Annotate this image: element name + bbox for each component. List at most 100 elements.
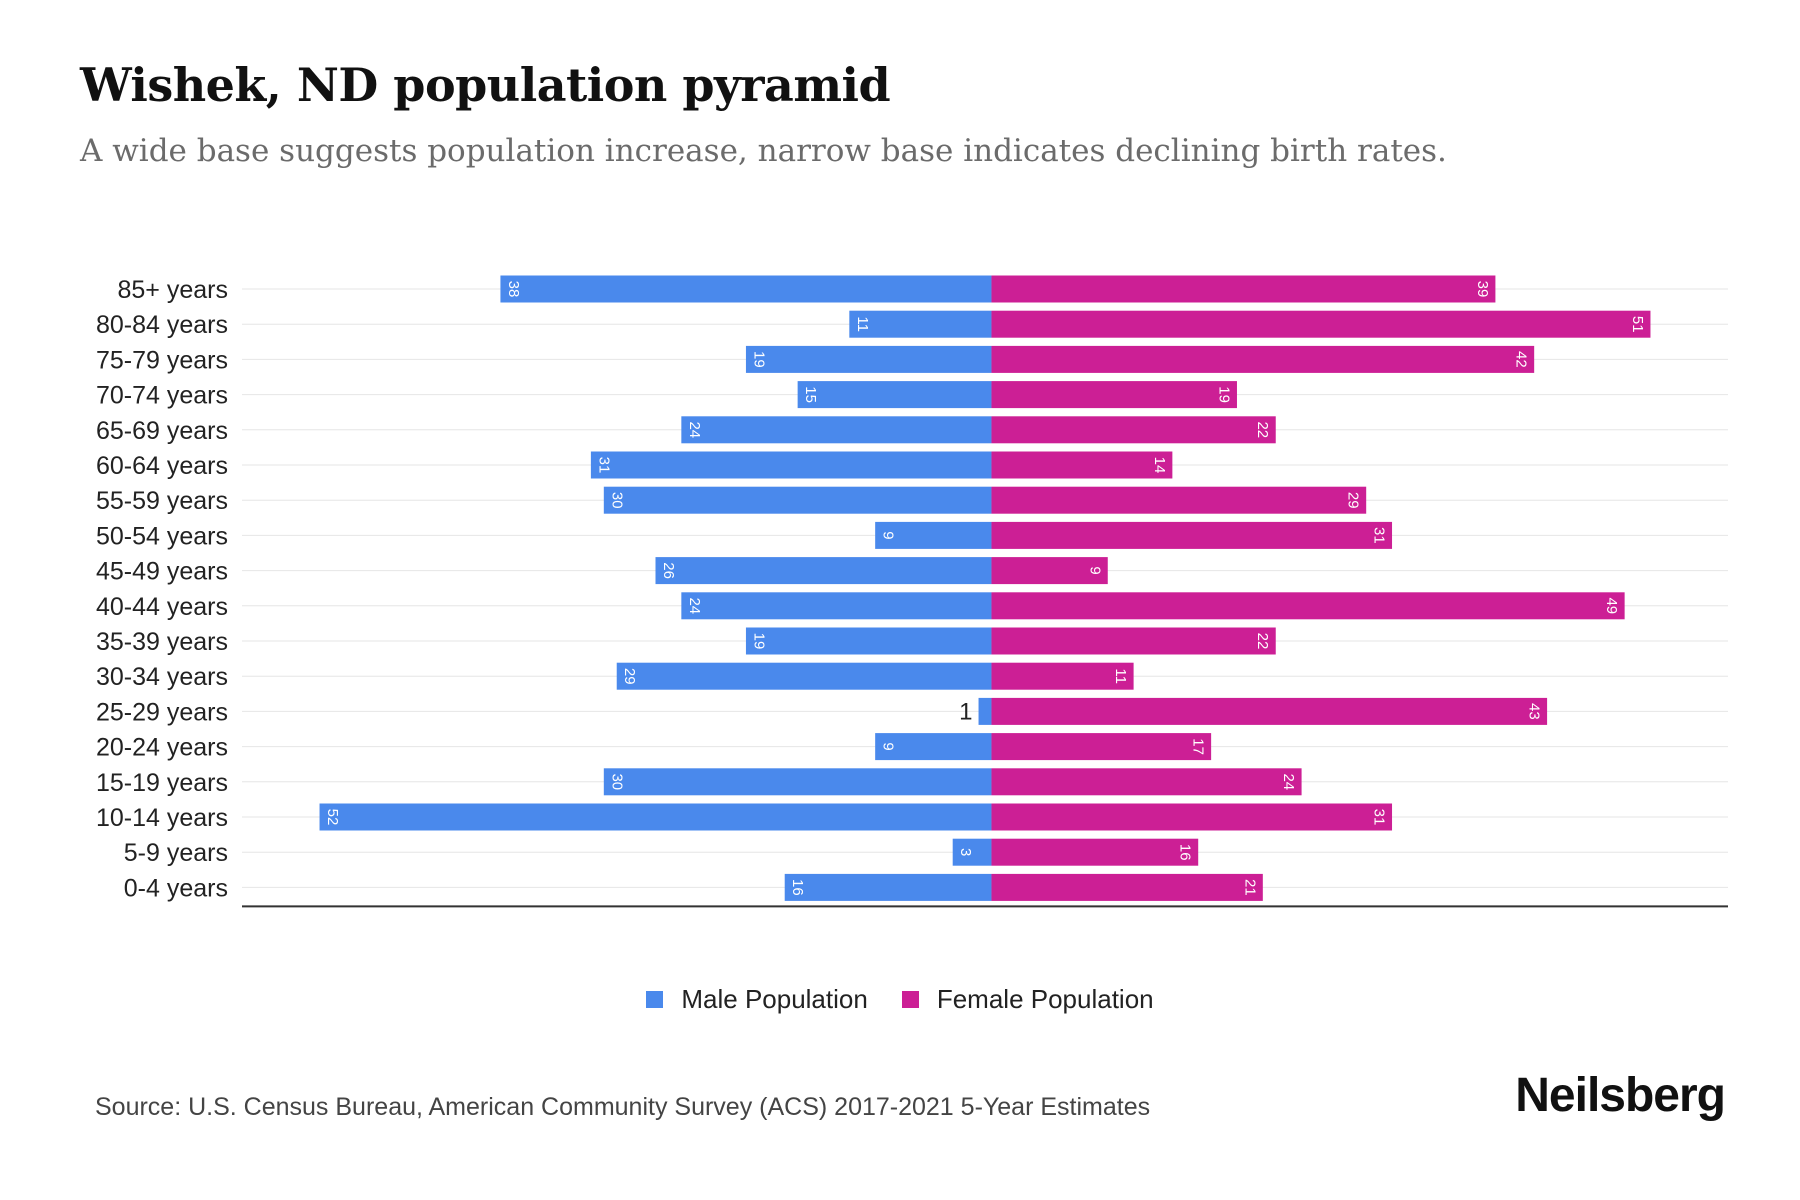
male-value-label: 3 xyxy=(957,848,974,856)
female-bar xyxy=(991,486,1367,514)
legend-male-label: Male Population xyxy=(681,984,868,1014)
female-value-label: 39 xyxy=(1474,281,1491,298)
category-label: 10-14 years xyxy=(96,804,228,832)
male-bar xyxy=(319,803,992,831)
male-value-label: 19 xyxy=(750,633,767,650)
female-bar xyxy=(991,627,1276,655)
male-value-label: 9 xyxy=(880,742,897,750)
female-value-label: 22 xyxy=(1254,633,1271,650)
female-value-label: 19 xyxy=(1215,386,1232,403)
female-bar xyxy=(991,416,1276,444)
male-bar xyxy=(500,275,992,303)
male-value-label: 24 xyxy=(686,421,703,438)
chart-subtitle: A wide base suggests population increase… xyxy=(80,133,1447,169)
female-bar xyxy=(991,521,1393,549)
female-bar xyxy=(991,662,1134,690)
legend-item-female[interactable]: Female Population xyxy=(901,984,1154,1015)
male-value-label: 29 xyxy=(621,668,638,685)
female-value-label: 31 xyxy=(1371,809,1388,826)
female-value-label: 14 xyxy=(1151,457,1168,474)
category-label: 50-54 years xyxy=(96,522,228,550)
male-value-label: 15 xyxy=(802,386,819,403)
brand-logo: Neilsberg xyxy=(1515,1069,1726,1122)
female-bar xyxy=(991,697,1548,725)
category-label: 0-4 years xyxy=(124,874,228,902)
male-value-label: 26 xyxy=(660,562,677,579)
female-value-label: 9 xyxy=(1086,566,1103,574)
category-label: 15-19 years xyxy=(96,769,228,797)
chart-title: Wishek, ND population pyramid xyxy=(80,58,891,112)
male-bar xyxy=(745,627,992,655)
male-bar xyxy=(603,768,992,796)
male-bar xyxy=(797,381,992,409)
male-value-label: 52 xyxy=(324,809,341,826)
male-bar xyxy=(849,310,992,338)
category-label: 45-49 years xyxy=(96,558,228,586)
male-value-label: 30 xyxy=(608,492,625,509)
category-label: 35-39 years xyxy=(96,628,228,656)
female-bar xyxy=(991,310,1651,338)
female-bar xyxy=(991,768,1302,796)
female-value-label: 29 xyxy=(1345,492,1362,509)
category-label: 30-34 years xyxy=(96,663,228,691)
category-label: 70-74 years xyxy=(96,382,228,410)
category-label: 20-24 years xyxy=(96,734,228,762)
male-value-label: 19 xyxy=(750,351,767,368)
female-bar xyxy=(991,557,1108,585)
male-value-label: 31 xyxy=(595,457,612,474)
category-label: 65-69 years xyxy=(96,417,228,445)
female-bar xyxy=(991,381,1237,409)
male-value-label: 38 xyxy=(505,281,522,298)
female-value-label: 17 xyxy=(1190,738,1207,755)
male-bar xyxy=(952,838,992,866)
female-bar xyxy=(991,275,1496,303)
male-bar xyxy=(745,345,992,373)
male-value-label: 1 xyxy=(959,698,972,725)
legend-female-label: Female Population xyxy=(936,984,1154,1014)
male-bar xyxy=(784,873,992,901)
category-label: 40-44 years xyxy=(96,593,228,621)
male-bar xyxy=(875,521,992,549)
male-value-label: 24 xyxy=(686,597,703,614)
female-value-label: 42 xyxy=(1513,351,1530,368)
male-value-label: 11 xyxy=(854,316,871,332)
female-bar xyxy=(991,733,1212,761)
male-value-label: 9 xyxy=(880,531,897,539)
category-label: 5-9 years xyxy=(124,839,228,867)
category-label: 25-29 years xyxy=(96,698,228,726)
male-bar xyxy=(655,557,992,585)
category-label: 75-79 years xyxy=(96,346,228,374)
male-bar xyxy=(603,486,992,514)
female-value-label: 31 xyxy=(1371,527,1388,544)
male-bar xyxy=(681,592,992,620)
category-label: 55-59 years xyxy=(96,487,228,515)
female-value-label: 49 xyxy=(1603,597,1620,614)
male-bar xyxy=(681,416,992,444)
female-value-label: 51 xyxy=(1629,316,1646,333)
female-value-label: 43 xyxy=(1526,703,1543,720)
female-bar xyxy=(991,345,1535,373)
female-bar xyxy=(991,838,1199,866)
female-bar xyxy=(991,803,1393,831)
female-value-label: 22 xyxy=(1254,421,1271,438)
male-bar xyxy=(616,662,992,690)
legend-item-male[interactable]: Male Population xyxy=(646,984,868,1015)
male-swatch-icon xyxy=(646,991,664,1008)
male-bar xyxy=(978,697,992,725)
source-note: Source: U.S. Census Bureau, American Com… xyxy=(95,1093,1151,1121)
male-value-label: 16 xyxy=(789,879,806,896)
male-value-label: 30 xyxy=(608,773,625,790)
female-value-label: 21 xyxy=(1241,879,1258,896)
male-bar xyxy=(590,451,992,479)
male-bar xyxy=(875,733,992,761)
category-label: 80-84 years xyxy=(96,311,228,339)
female-bar xyxy=(991,592,1625,620)
legend: Male Population Female Population xyxy=(0,984,1800,1015)
female-bar xyxy=(991,873,1263,901)
bars xyxy=(319,275,1651,901)
category-label: 85+ years xyxy=(118,276,229,304)
female-swatch-icon xyxy=(901,991,919,1008)
female-bar xyxy=(991,451,1173,479)
